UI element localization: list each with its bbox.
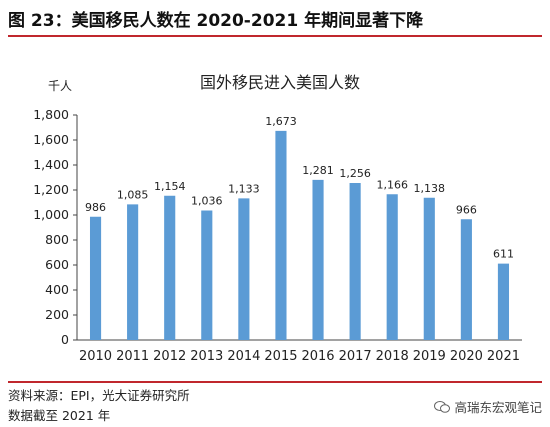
data-label: 1,256 — [339, 167, 371, 180]
data-labels: 986 1,085 1,154 1,036 1,133 1,673 1,281 1,256 1,… — [85, 115, 514, 261]
bar — [349, 183, 361, 340]
watermark-text: 高瑞东宏观笔记 — [454, 400, 542, 415]
title-divider — [8, 35, 542, 37]
bar — [89, 216, 102, 340]
bar-chart: 国外移民进入美国人数 千人 0 200 400 600 800 1,000 1,200 1,4… — [33, 73, 522, 364]
bar — [460, 219, 472, 340]
figure-title: 图 23：美国移民人数在 2020-2021 年期间显著下降 — [8, 11, 424, 31]
x-tick-label: 2014 — [227, 349, 260, 364]
x-tick-label: 2015 — [264, 349, 297, 364]
data-label: 1,133 — [228, 182, 260, 195]
bar — [386, 194, 398, 340]
footer-divider — [8, 381, 542, 383]
wechat-icon — [434, 400, 451, 413]
data-label: 1,036 — [191, 195, 223, 208]
data-label: 986 — [85, 201, 106, 214]
data-note: 数据截至 2021 年 — [8, 408, 111, 423]
bar — [275, 130, 287, 340]
y-tick-label: 1,600 — [33, 132, 69, 147]
bar — [127, 204, 139, 340]
x-tick-label: 2013 — [190, 349, 223, 364]
x-tick-label: 2010 — [79, 349, 112, 364]
data-label: 611 — [493, 248, 514, 261]
bar — [201, 210, 213, 340]
x-tick-label: 2012 — [153, 349, 186, 364]
bars — [89, 130, 510, 340]
x-axis: 2010 2011 2012 2013 2014 2015 2016 2017 2018 2019… — [77, 339, 522, 364]
y-tick-label: 800 — [45, 232, 69, 247]
y-tick-label: 400 — [45, 282, 69, 297]
x-tick-label: 2011 — [116, 349, 149, 364]
source-note: 资料来源：EPI，光大证券研究所 — [8, 388, 190, 403]
y-tick-label: 200 — [45, 307, 69, 322]
x-tick-label: 2021 — [487, 349, 520, 364]
data-label: 1,154 — [154, 180, 186, 193]
x-tick-label: 2018 — [376, 349, 409, 364]
bar — [312, 179, 324, 340]
y-axis: 0 200 400 600 800 1,000 1,200 1,400 1,600 1,800 — [33, 107, 78, 347]
y-tick-label: 1,200 — [33, 182, 69, 197]
y-tick-label: 1,000 — [33, 207, 69, 222]
y-tick-label: 1,800 — [33, 107, 69, 122]
data-label: 1,673 — [265, 115, 297, 128]
data-label: 1,281 — [302, 164, 334, 177]
y-unit-label: 千人 — [48, 79, 72, 93]
bar — [497, 263, 510, 340]
x-tick-label: 2019 — [413, 349, 446, 364]
x-tick-label: 2017 — [339, 349, 372, 364]
y-tick-label: 1,400 — [33, 157, 69, 172]
y-tick-label: 600 — [45, 257, 69, 272]
data-label: 966 — [456, 203, 477, 216]
data-label: 1,085 — [117, 188, 149, 201]
bar — [238, 198, 250, 340]
chart-title: 国外移民进入美国人数 — [200, 73, 360, 92]
y-tick-label: 0 — [61, 332, 69, 347]
bar — [164, 195, 176, 340]
x-tick-label: 2020 — [450, 349, 483, 364]
data-label: 1,166 — [376, 178, 408, 191]
x-tick-label: 2016 — [301, 349, 334, 364]
bar — [423, 197, 435, 340]
watermark: 高瑞东宏观笔记 — [434, 397, 542, 416]
data-label: 1,138 — [414, 182, 446, 195]
